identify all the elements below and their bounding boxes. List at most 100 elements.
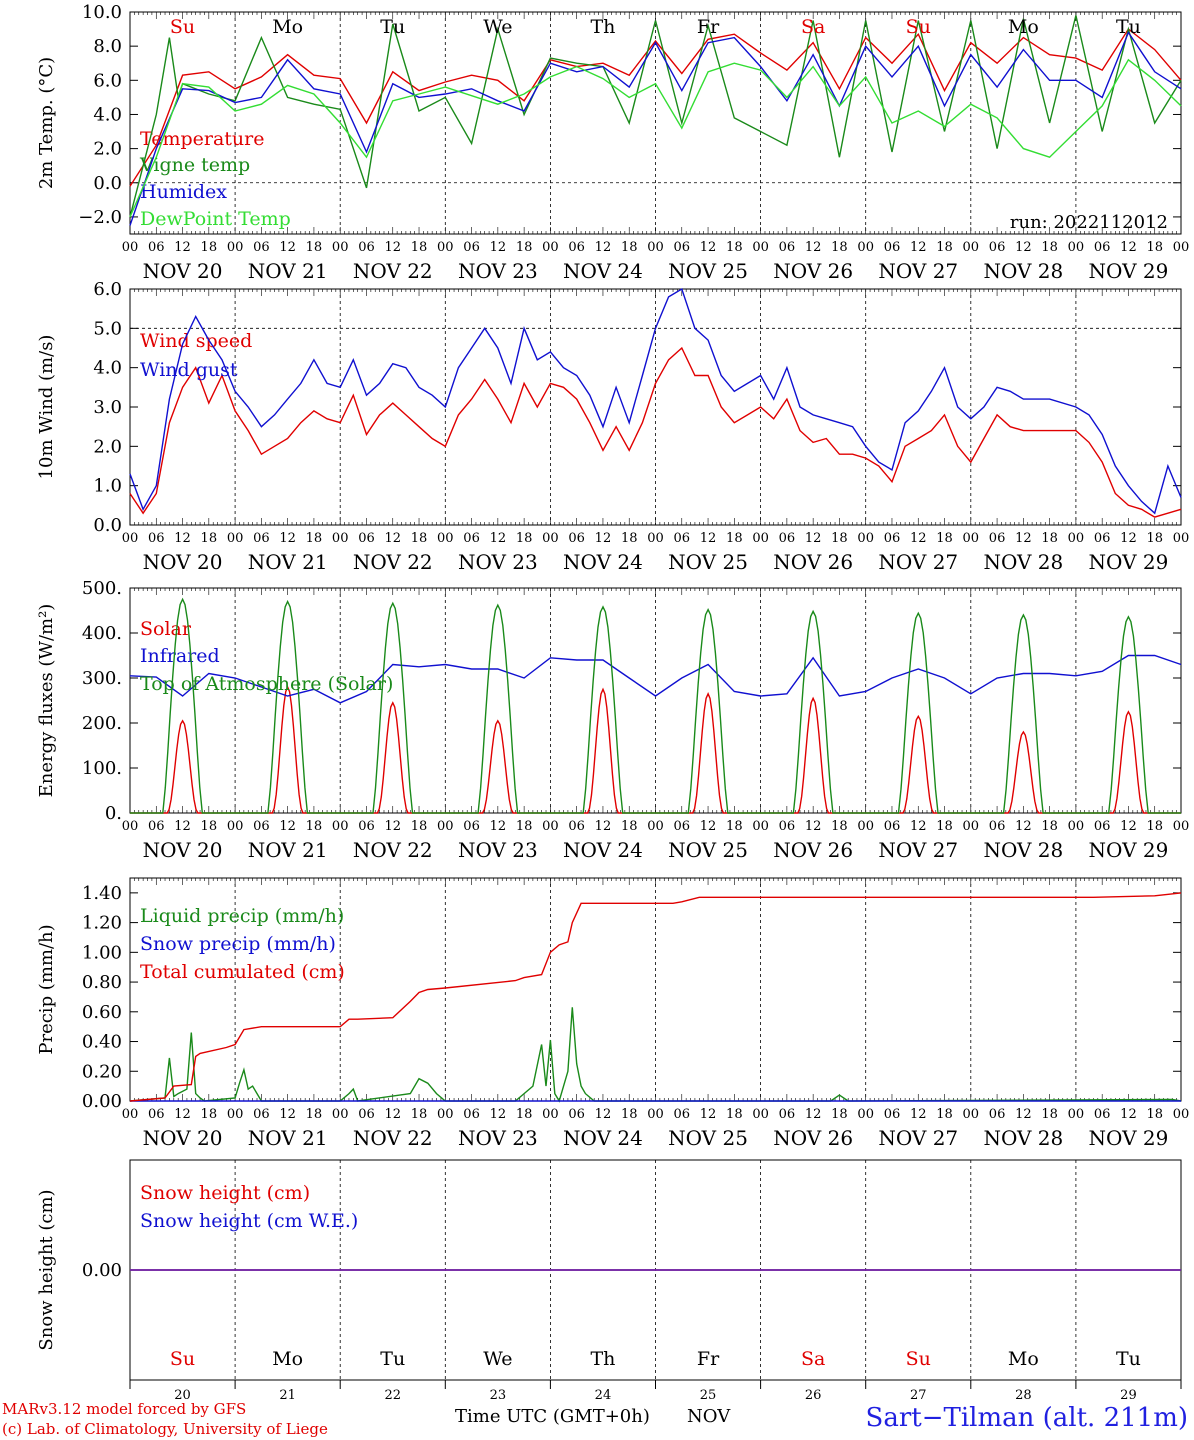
hour-tick-label: 18 (516, 1107, 533, 1122)
weekday-label: Su (170, 16, 195, 38)
hour-tick-label: 18 (936, 531, 953, 546)
hour-tick-label: 00 (332, 1107, 349, 1122)
weekday-label: Su (906, 16, 931, 38)
hour-tick-label: 00 (122, 1107, 139, 1122)
hour-tick-label: 12 (910, 1107, 927, 1122)
date-label: NOV 29 (1089, 838, 1169, 862)
hour-tick-label: 06 (779, 240, 796, 255)
y-tick-label: 10.0 (82, 2, 122, 23)
hour-tick-label: 18 (411, 1107, 428, 1122)
date-label: NOV 21 (248, 1126, 328, 1150)
legend-series-temperature: Temperature (140, 128, 264, 150)
series-total-cumulated-cm-line (129, 892, 1182, 1102)
hour-tick-label: 00 (1173, 819, 1190, 834)
hour-tick-label: 18 (516, 240, 533, 255)
hour-tick-label: 00 (752, 1107, 769, 1122)
hour-tick-label: 06 (358, 240, 375, 255)
y-tick-label: 1.00 (82, 942, 122, 963)
hour-tick-label: 18 (936, 819, 953, 834)
hour-tick-label: 06 (253, 240, 270, 255)
hour-tick-label: 00 (647, 819, 664, 834)
date-label: NOV 25 (668, 838, 748, 862)
hour-tick-label: 00 (227, 819, 244, 834)
y-tick-label: 4.0 (93, 358, 122, 379)
hour-tick-label: 00 (857, 240, 874, 255)
hour-tick-label: 12 (1015, 1107, 1032, 1122)
series-temperature-line (129, 28, 1182, 187)
hour-tick-label: 18 (516, 531, 533, 546)
legend-series-infrared: Infrared (140, 645, 220, 667)
hour-tick-label: 18 (621, 531, 638, 546)
model-credit: MARv3.12 model forced by GFS (2, 1400, 247, 1418)
hour-tick-label: 18 (831, 240, 848, 255)
day-number: 29 (1120, 1388, 1137, 1403)
date-label: NOV 29 (1089, 1126, 1169, 1150)
date-label: NOV 28 (983, 1126, 1063, 1150)
hour-tick-label: 06 (568, 240, 585, 255)
date-label: NOV 22 (353, 259, 433, 283)
hour-tick-label: 06 (463, 531, 480, 546)
hour-tick-label: 00 (122, 531, 139, 546)
hour-tick-label: 06 (463, 240, 480, 255)
date-label: NOV 26 (773, 1126, 853, 1150)
hour-tick-label: 00 (857, 1107, 874, 1122)
hour-tick-label: 12 (910, 819, 927, 834)
hour-tick-label: 00 (647, 240, 664, 255)
day-number: 27 (910, 1388, 927, 1403)
weekday-label-bottom: Fr (697, 1348, 720, 1370)
hour-tick-label: 12 (1015, 819, 1032, 834)
date-label: NOV 29 (1089, 550, 1169, 574)
weekday-label-bottom: Sa (801, 1348, 825, 1370)
weekday-label-bottom: Mo (1008, 1348, 1039, 1370)
date-label: NOV 26 (773, 550, 853, 574)
hour-tick-label: 18 (831, 531, 848, 546)
hour-tick-label: 18 (306, 1107, 323, 1122)
hour-tick-label: 00 (227, 531, 244, 546)
day-number: 20 (174, 1388, 191, 1403)
series-dewpoint-temp-line (129, 58, 1182, 218)
hour-tick-label: 18 (306, 240, 323, 255)
y-tick-label: 4.0 (93, 104, 122, 125)
date-label: NOV 24 (563, 838, 643, 862)
hour-tick-label: 00 (1173, 1107, 1190, 1122)
y-tick-label: 2.0 (93, 436, 122, 457)
y-tick-label: 100. (82, 758, 122, 779)
hour-tick-label: 06 (463, 1107, 480, 1122)
lab-credit: (c) Lab. of Climatology, University of L… (2, 1420, 328, 1438)
hour-tick-label: 00 (1068, 1107, 1085, 1122)
y-tick-label: 0.00 (82, 1091, 122, 1112)
series-liquid-precip-mm-h-line (129, 1007, 1182, 1103)
hour-tick-label: 18 (726, 531, 743, 546)
hour-tick-label: 12 (595, 531, 612, 546)
hour-tick-label: 06 (1094, 819, 1111, 834)
hour-tick-label: 06 (779, 819, 796, 834)
hour-tick-label: 00 (963, 819, 980, 834)
hour-tick-label: 00 (647, 1107, 664, 1122)
hour-tick-label: 00 (332, 819, 349, 834)
hour-tick-label: 18 (1041, 1107, 1058, 1122)
hour-tick-label: 00 (332, 240, 349, 255)
hour-tick-label: 12 (700, 1107, 717, 1122)
y-tick-label: 1.40 (82, 883, 122, 904)
hour-tick-label: 12 (279, 1107, 296, 1122)
hour-tick-label: 18 (306, 531, 323, 546)
hour-tick-label: 06 (148, 240, 165, 255)
month-label: NOV (687, 1406, 731, 1427)
hour-tick-label: 12 (805, 1107, 822, 1122)
weekday-label-bottom: Su (170, 1348, 195, 1370)
y-tick-label: 3.0 (93, 397, 122, 418)
hour-tick-label: 18 (1041, 531, 1058, 546)
date-label: NOV 23 (458, 1126, 538, 1150)
hour-tick-label: 00 (1173, 531, 1190, 546)
hour-tick-label: 12 (384, 819, 401, 834)
y-axis-label: 2m Temp. (°C) (36, 57, 57, 189)
hour-tick-label: 18 (1041, 240, 1058, 255)
date-label: NOV 27 (878, 259, 958, 283)
legend-series-vigne-temp: Vigne temp (139, 154, 250, 176)
hour-tick-label: 00 (1173, 240, 1190, 255)
weekday-label: Fr (697, 16, 720, 38)
hour-tick-label: 18 (201, 819, 218, 834)
hour-tick-label: 18 (201, 531, 218, 546)
hour-tick-label: 06 (989, 531, 1006, 546)
legend-series-snow-height-cm-w-e: Snow height (cm W.E.) (140, 1210, 358, 1232)
